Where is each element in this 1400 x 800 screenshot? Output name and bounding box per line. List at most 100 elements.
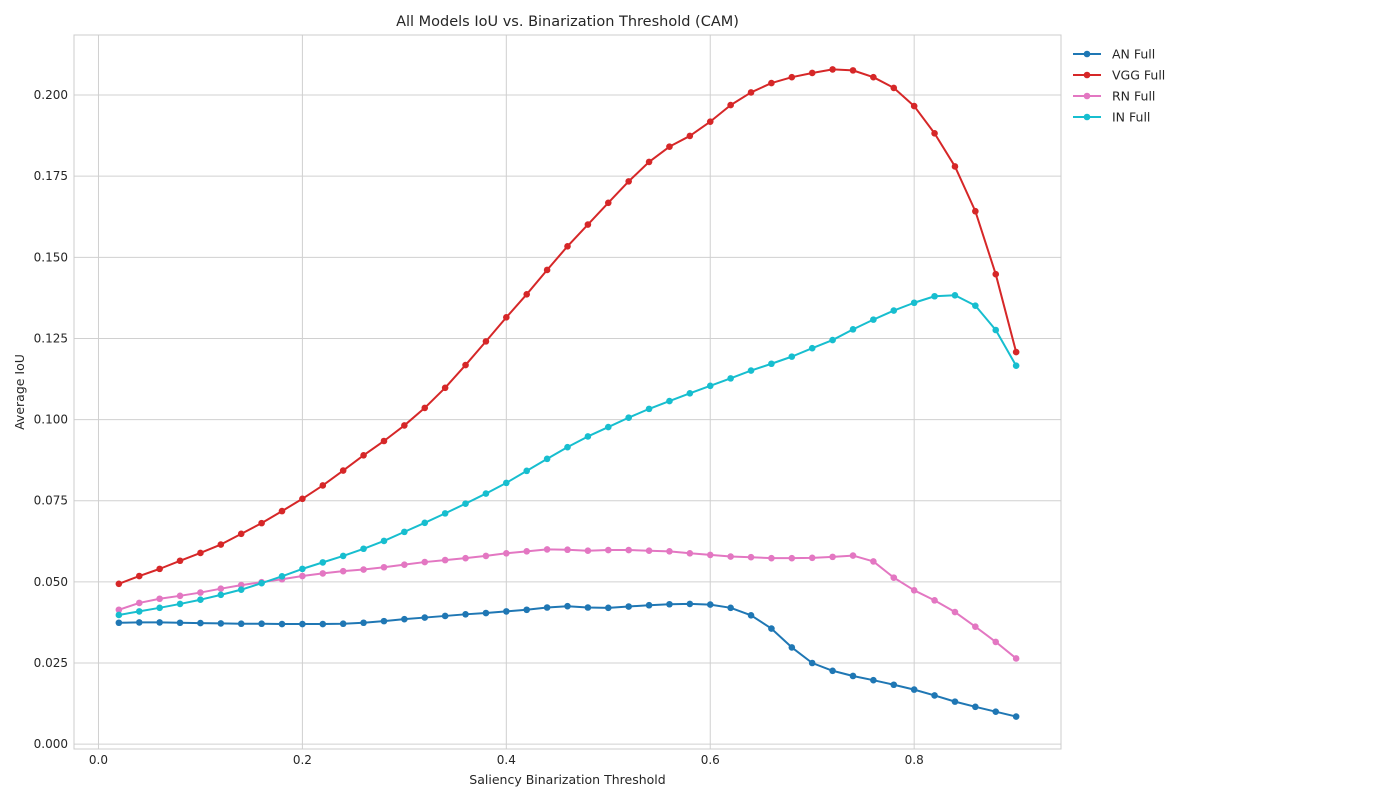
data-point — [421, 519, 428, 526]
data-point — [544, 456, 551, 463]
data-point — [564, 444, 571, 451]
tick-labels: 0.0 0.2 0.4 0.6 0.80.0000.0250.0500.0750.100… — [34, 88, 924, 767]
data-point — [340, 553, 347, 560]
x-tick-label: 0.4 — [497, 753, 516, 767]
data-point — [279, 508, 286, 515]
data-point — [544, 267, 551, 274]
data-point — [992, 639, 999, 646]
data-point — [727, 553, 734, 560]
x-tick-label: 0.6 — [701, 753, 720, 767]
data-point — [789, 353, 796, 360]
data-point — [646, 159, 653, 166]
data-point — [462, 500, 469, 507]
data-point — [605, 605, 612, 612]
data-point — [1013, 362, 1020, 369]
legend-item-rn-full: RN Full — [1073, 89, 1155, 104]
series-layer — [116, 66, 1020, 720]
data-point — [503, 480, 510, 487]
data-point — [809, 660, 816, 667]
data-point — [850, 67, 857, 74]
data-point — [748, 89, 755, 96]
data-point — [605, 424, 612, 431]
data-point — [116, 612, 123, 619]
data-point — [442, 557, 449, 564]
data-point — [319, 559, 326, 566]
data-point — [666, 601, 673, 608]
data-point — [952, 698, 959, 705]
data-point — [625, 178, 632, 185]
data-point — [340, 568, 347, 575]
data-point — [218, 620, 225, 627]
data-point — [156, 595, 163, 602]
data-point — [809, 555, 816, 562]
data-point — [156, 605, 163, 612]
data-point — [197, 620, 204, 627]
legend-label: VGG Full — [1112, 68, 1165, 83]
data-point — [299, 495, 306, 502]
data-point — [890, 85, 897, 92]
data-point — [1013, 349, 1020, 356]
data-point — [136, 619, 143, 626]
data-point — [483, 490, 490, 497]
data-point — [218, 592, 225, 599]
data-point — [585, 221, 592, 228]
data-point — [136, 608, 143, 615]
data-point — [279, 573, 286, 580]
data-point — [544, 546, 551, 553]
y-tick-label: 0.075 — [34, 494, 68, 508]
data-point — [279, 621, 286, 628]
data-point — [177, 593, 184, 600]
data-point — [809, 70, 816, 77]
data-point — [829, 66, 836, 73]
x-tick-label: 0.8 — [905, 753, 924, 767]
data-point — [585, 433, 592, 440]
legend-marker — [1084, 72, 1091, 79]
data-point — [136, 600, 143, 607]
data-point — [523, 606, 530, 613]
legend-label: RN Full — [1112, 89, 1155, 104]
data-point — [544, 604, 551, 611]
data-point — [625, 603, 632, 610]
data-point — [218, 585, 225, 592]
data-point — [727, 102, 734, 109]
data-point — [931, 130, 938, 137]
data-point — [992, 327, 999, 334]
data-point — [238, 586, 245, 593]
data-point — [768, 625, 775, 632]
data-point — [952, 609, 959, 616]
series-line-an-full — [119, 604, 1016, 717]
data-point — [789, 644, 796, 651]
data-point — [687, 390, 694, 397]
legend-item-vgg-full: VGG Full — [1073, 68, 1165, 83]
data-point — [829, 337, 836, 344]
data-point — [850, 326, 857, 333]
data-point — [687, 601, 694, 608]
data-point — [585, 604, 592, 611]
data-point — [911, 686, 918, 693]
data-point — [952, 292, 959, 299]
data-point — [401, 561, 408, 568]
legend: AN Full VGG Full RN Full IN Full — [1073, 47, 1165, 125]
data-point — [707, 601, 714, 608]
data-point — [299, 573, 306, 580]
data-point — [585, 547, 592, 554]
legend-marker — [1084, 93, 1091, 100]
data-point — [1013, 713, 1020, 720]
data-point — [911, 103, 918, 110]
data-point — [727, 605, 734, 612]
data-point — [156, 619, 163, 626]
data-point — [523, 291, 530, 298]
data-point — [340, 620, 347, 627]
data-point — [952, 163, 959, 170]
y-tick-label: 0.125 — [34, 331, 68, 345]
data-point — [442, 613, 449, 620]
data-point — [421, 614, 428, 621]
data-point — [381, 538, 388, 545]
y-tick-label: 0.100 — [34, 413, 68, 427]
x-axis-label: Saliency Binarization Threshold — [469, 772, 665, 787]
data-point — [421, 559, 428, 566]
data-point — [1013, 655, 1020, 662]
data-point — [829, 667, 836, 674]
grid — [74, 35, 1061, 749]
y-tick-label: 0.025 — [34, 656, 68, 670]
